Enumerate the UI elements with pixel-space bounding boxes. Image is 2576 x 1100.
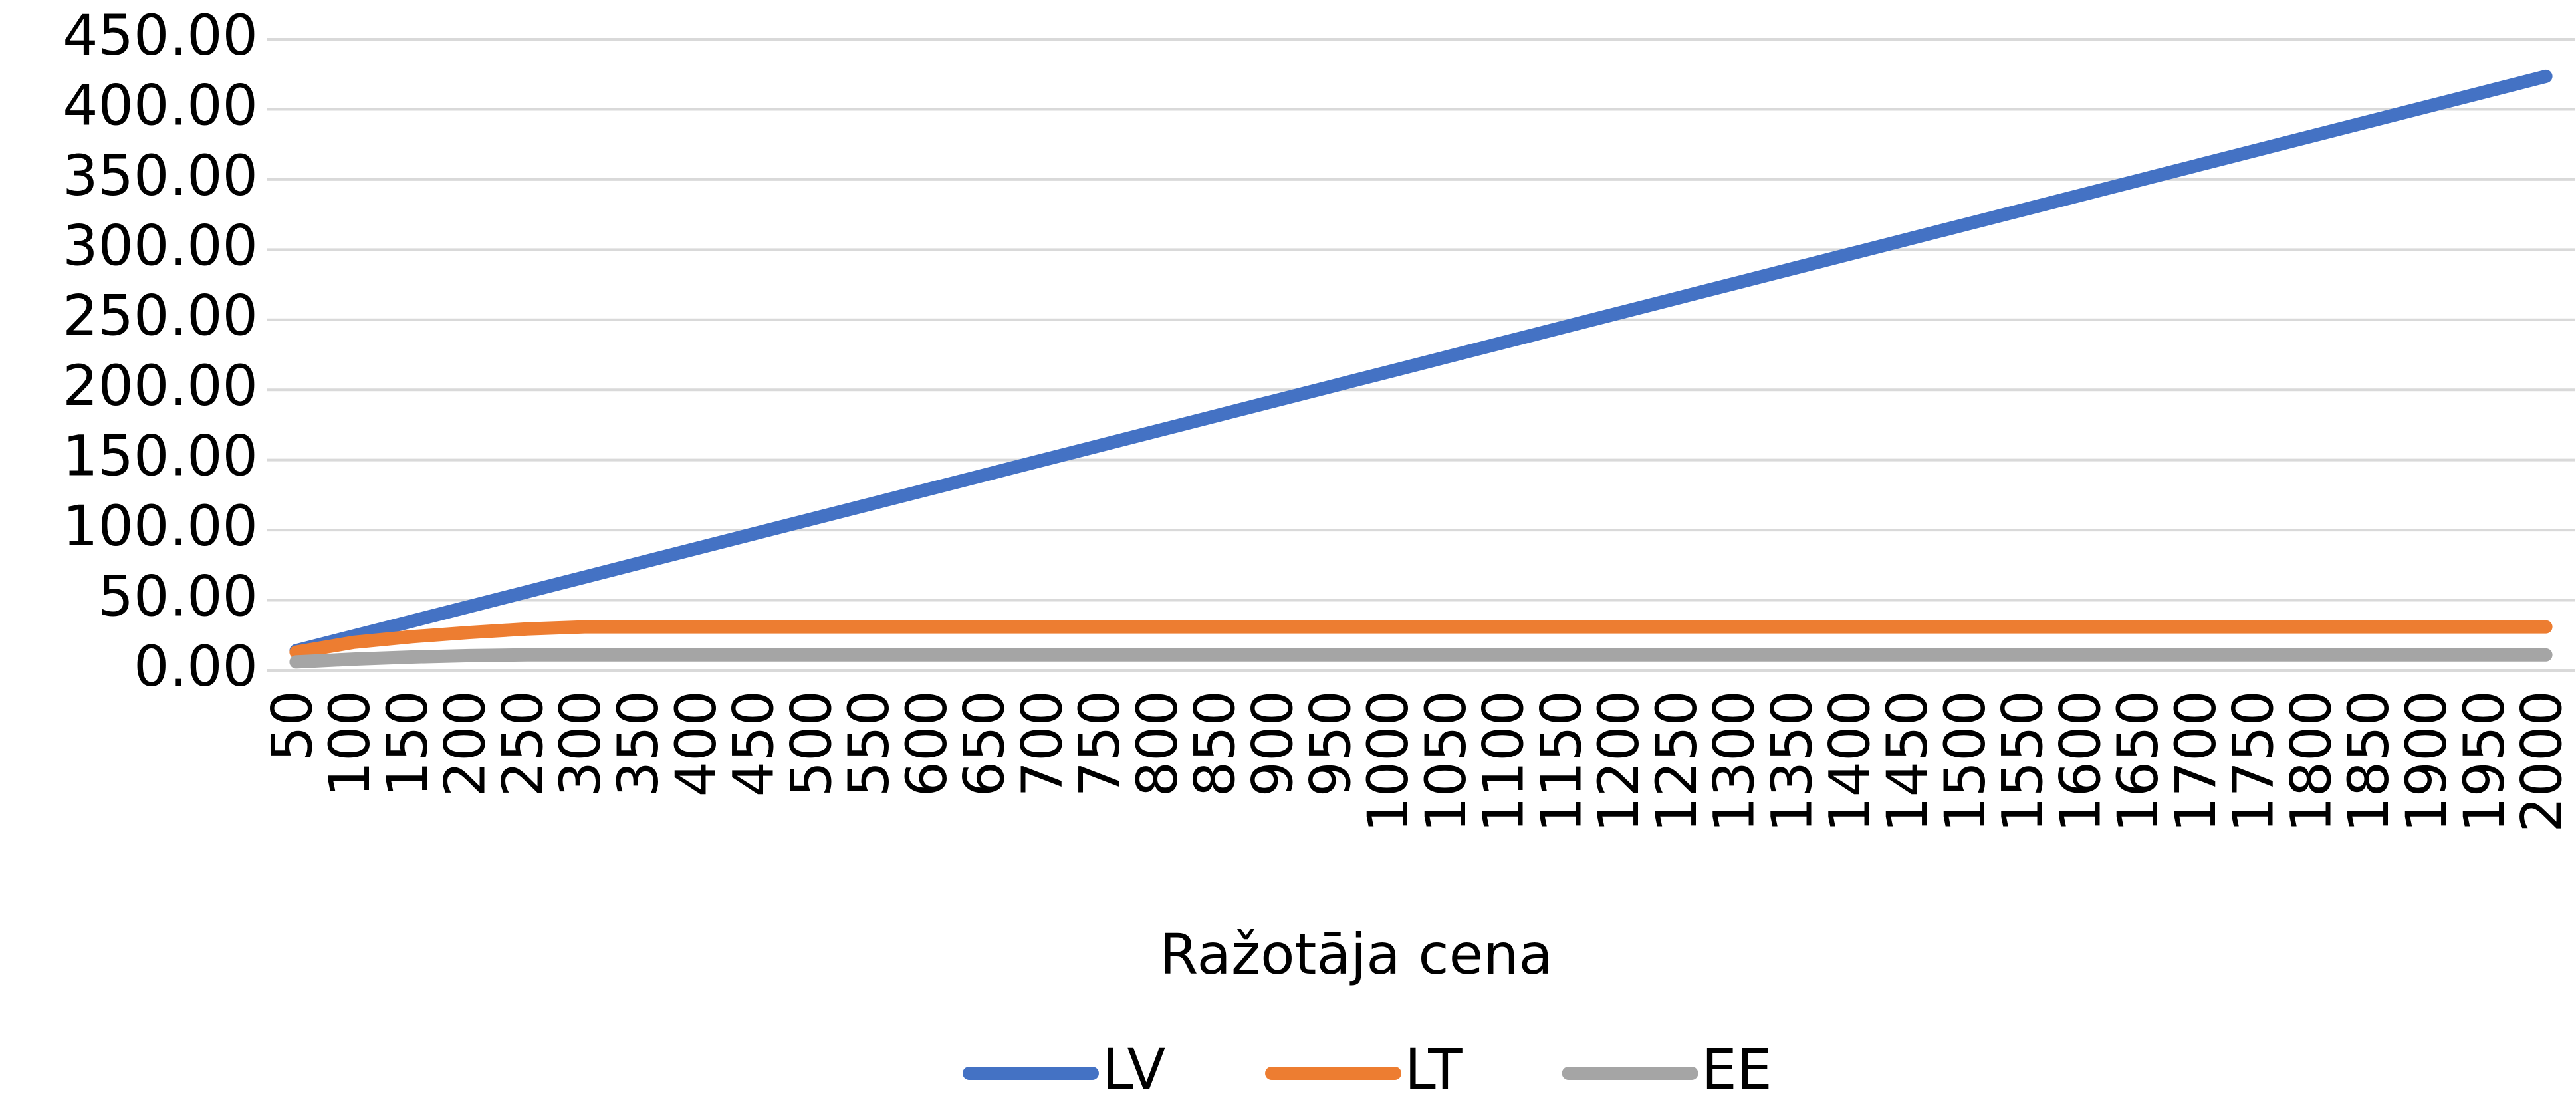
x-tick-label: 800 bbox=[1125, 690, 1190, 797]
x-tick-label: 1000 bbox=[1355, 690, 1421, 833]
x-tick-label: 1750 bbox=[2221, 690, 2286, 833]
x-tick-label: 1850 bbox=[2336, 690, 2401, 833]
x-tick-label: 350 bbox=[606, 690, 671, 797]
x-tick-label: 1200 bbox=[1586, 690, 1651, 833]
x-tick-label: 650 bbox=[952, 690, 1017, 797]
x-tick-label: 550 bbox=[836, 690, 901, 797]
x-tick-label: 1500 bbox=[1932, 690, 1998, 833]
y-tick-label: 250.00 bbox=[62, 283, 258, 348]
x-tick-label: 850 bbox=[1183, 690, 1248, 797]
x-tick-label: 1650 bbox=[2105, 690, 2170, 833]
y-tick-label: 350.00 bbox=[62, 143, 258, 208]
x-tick-label: 1050 bbox=[1413, 690, 1478, 833]
y-tick-label: 400.00 bbox=[62, 72, 258, 138]
series-line bbox=[289, 648, 2553, 669]
x-tick-label: 600 bbox=[894, 690, 959, 797]
y-tick-label: 50.00 bbox=[98, 563, 258, 628]
x-tick-label: 1400 bbox=[1817, 690, 1882, 833]
x-tick-label: 200 bbox=[433, 690, 498, 797]
x-tick-label: 700 bbox=[1009, 690, 1074, 797]
x-tick-label: 1900 bbox=[2394, 690, 2459, 833]
x-tick-label: 1950 bbox=[2452, 690, 2517, 833]
series-line bbox=[289, 620, 2553, 659]
x-tick-label: 750 bbox=[1067, 690, 1132, 797]
x-tick-label: 2000 bbox=[2510, 690, 2575, 833]
x-tick-label: 1450 bbox=[1875, 690, 1940, 833]
y-tick-label: 300.00 bbox=[62, 213, 258, 278]
x-tick-label: 1350 bbox=[1759, 690, 1824, 833]
y-tick-label: 450.00 bbox=[62, 3, 258, 68]
x-tick-label: 1100 bbox=[1471, 690, 1536, 833]
y-tick-label: 0.00 bbox=[134, 634, 258, 699]
y-tick-label: 100.00 bbox=[62, 493, 258, 559]
x-tick-label: 150 bbox=[375, 690, 440, 797]
x-tick-label: 1550 bbox=[1990, 690, 2055, 833]
x-axis-label: Ražotāja cena bbox=[1159, 922, 1553, 987]
x-tick-label: 450 bbox=[721, 690, 786, 797]
x-tick-label: 1300 bbox=[1702, 690, 1767, 833]
y-tick-label: 150.00 bbox=[62, 424, 258, 489]
x-tick-label: 1250 bbox=[1644, 690, 1709, 833]
x-tick-label: 900 bbox=[1240, 690, 1306, 797]
legend-label: LV bbox=[1102, 1037, 1165, 1097]
x-tick-label: 400 bbox=[663, 690, 729, 797]
legend-label: LT bbox=[1405, 1037, 1463, 1097]
x-tick-label: 1700 bbox=[2163, 690, 2228, 833]
x-tick-label: 1600 bbox=[2048, 690, 2113, 833]
x-tick-label: 1150 bbox=[1528, 690, 1593, 833]
x-tick-label: 300 bbox=[548, 690, 613, 797]
y-tick-label: 200.00 bbox=[62, 353, 258, 418]
x-tick-label: 500 bbox=[778, 690, 844, 797]
x-tick-label: 100 bbox=[317, 690, 382, 797]
x-tick-label: 50 bbox=[259, 690, 324, 761]
legend-label: EE bbox=[1702, 1037, 1772, 1097]
x-tick-label: 1800 bbox=[2278, 690, 2343, 833]
x-tick-label: 950 bbox=[1298, 690, 1363, 797]
x-tick-label: 250 bbox=[490, 690, 555, 797]
series-line bbox=[289, 69, 2553, 658]
